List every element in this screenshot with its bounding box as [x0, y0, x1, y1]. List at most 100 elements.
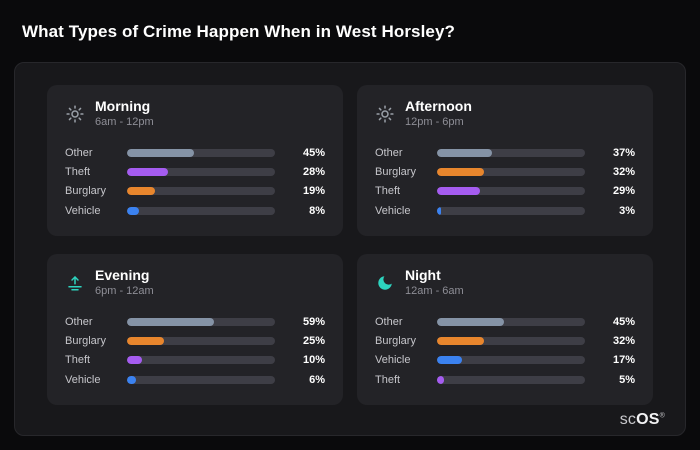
- crime-row: Theft 28%: [65, 166, 325, 178]
- crime-percent: 10%: [302, 354, 325, 367]
- crime-label: Other: [375, 315, 403, 328]
- card-subtitle: 6pm - 12am: [95, 284, 154, 297]
- crime-panel: Morning 6am - 12pm Other 45% Theft 28% B…: [14, 62, 686, 436]
- bar-track: [437, 317, 585, 326]
- crime-percent: 32%: [612, 334, 635, 347]
- scos-logo: scOS®: [620, 411, 665, 429]
- bar-fill: [437, 375, 445, 384]
- card-subtitle: 12pm - 6pm: [405, 115, 464, 128]
- crime-percent: 5%: [619, 373, 635, 386]
- bar-fill: [127, 336, 164, 345]
- crime-label: Other: [65, 146, 93, 159]
- cards-grid: Morning 6am - 12pm Other 45% Theft 28% B…: [47, 85, 653, 405]
- crime-label: Vehicle: [375, 204, 411, 217]
- bar-track: [437, 148, 585, 157]
- crime-label: Burglary: [375, 334, 416, 347]
- moon-icon: [375, 273, 395, 293]
- crime-row: Other 45%: [375, 316, 635, 328]
- time-card-evening: Evening 6pm - 12am Other 59% Burglary 25…: [47, 254, 343, 405]
- crime-row: Burglary 32%: [375, 166, 635, 178]
- crime-percent: 45%: [302, 146, 325, 159]
- sun-icon: [65, 104, 85, 124]
- crime-row: Vehicle 6%: [65, 374, 325, 386]
- card-header: Night 12am - 6am: [375, 267, 635, 298]
- bar-fill: [127, 356, 142, 365]
- crime-label: Burglary: [65, 185, 106, 198]
- bar-fill: [127, 148, 194, 157]
- crime-row: Vehicle 17%: [375, 354, 635, 366]
- card-titles: Night 12am - 6am: [405, 267, 464, 298]
- crime-percent: 59%: [302, 315, 325, 328]
- bar-track: [437, 375, 585, 384]
- crime-percent: 19%: [302, 185, 325, 198]
- time-card-morning: Morning 6am - 12pm Other 45% Theft 28% B…: [47, 85, 343, 236]
- crime-row: Other 45%: [65, 147, 325, 159]
- bar-fill: [127, 375, 136, 384]
- page-title: What Types of Crime Happen When in West …: [22, 22, 456, 41]
- bar-fill: [127, 206, 139, 215]
- card-header: Afternoon 12pm - 6pm: [375, 98, 635, 129]
- crime-label: Burglary: [65, 334, 106, 347]
- bar-track: [437, 187, 585, 196]
- crime-label: Other: [375, 146, 403, 159]
- card-subtitle: 12am - 6am: [405, 284, 464, 297]
- card-subtitle: 6am - 12pm: [95, 115, 154, 128]
- crime-percent: 45%: [612, 315, 635, 328]
- bar-track: [127, 148, 275, 157]
- bar-track: [437, 167, 585, 176]
- card-titles: Evening 6pm - 12am: [95, 267, 154, 298]
- time-card-afternoon: Afternoon 12pm - 6pm Other 37% Burglary …: [357, 85, 653, 236]
- crime-row: Theft 10%: [65, 354, 325, 366]
- bar-track: [127, 356, 275, 365]
- bar-fill: [437, 336, 485, 345]
- bar-fill: [127, 167, 169, 176]
- bar-rows: Other 59% Burglary 25% Theft 10% Vehicle…: [65, 308, 325, 393]
- crime-percent: 29%: [612, 185, 635, 198]
- crime-row: Theft 5%: [375, 374, 635, 386]
- crime-percent: 17%: [612, 354, 635, 367]
- crime-label: Theft: [375, 185, 401, 198]
- crime-row: Other 59%: [65, 316, 325, 328]
- card-title: Night: [405, 267, 441, 283]
- card-title: Afternoon: [405, 98, 472, 114]
- card-titles: Morning 6am - 12pm: [95, 98, 154, 129]
- bar-track: [127, 375, 275, 384]
- bar-track: [127, 206, 275, 215]
- bar-fill: [437, 317, 504, 326]
- bar-track: [437, 336, 585, 345]
- crime-percent: 6%: [309, 373, 325, 386]
- sunrise-icon: [65, 273, 85, 293]
- bar-track: [127, 167, 275, 176]
- card-header: Morning 6am - 12pm: [65, 98, 325, 129]
- bar-fill: [437, 167, 485, 176]
- crime-percent: 8%: [309, 204, 325, 217]
- registered-mark: ®: [659, 412, 665, 420]
- bar-track: [437, 206, 585, 215]
- crime-row: Other 37%: [375, 147, 635, 159]
- bar-fill: [437, 187, 480, 196]
- bar-fill: [437, 356, 463, 365]
- crime-row: Vehicle 3%: [375, 205, 635, 217]
- brand-os: OS: [636, 411, 660, 428]
- bar-rows: Other 45% Theft 28% Burglary 19% Vehicle…: [65, 139, 325, 224]
- bar-track: [127, 317, 275, 326]
- crime-percent: 25%: [302, 334, 325, 347]
- crime-percent: 32%: [612, 165, 635, 178]
- sun-icon: [375, 104, 395, 124]
- bar-fill: [127, 317, 215, 326]
- crime-label: Vehicle: [65, 204, 101, 217]
- card-titles: Afternoon 12pm - 6pm: [405, 98, 472, 129]
- card-title: Morning: [95, 98, 151, 114]
- crime-label: Other: [65, 315, 93, 328]
- time-card-night: Night 12am - 6am Other 45% Burglary 32% …: [357, 254, 653, 405]
- brand-sc: sc: [619, 411, 637, 428]
- bar-fill: [437, 206, 442, 215]
- bar-track: [437, 356, 585, 365]
- crime-percent: 28%: [302, 165, 325, 178]
- bar-fill: [437, 148, 492, 157]
- crime-row: Burglary 32%: [375, 335, 635, 347]
- card-title: Evening: [95, 267, 150, 283]
- bar-track: [127, 187, 275, 196]
- crime-row: Burglary 25%: [65, 335, 325, 347]
